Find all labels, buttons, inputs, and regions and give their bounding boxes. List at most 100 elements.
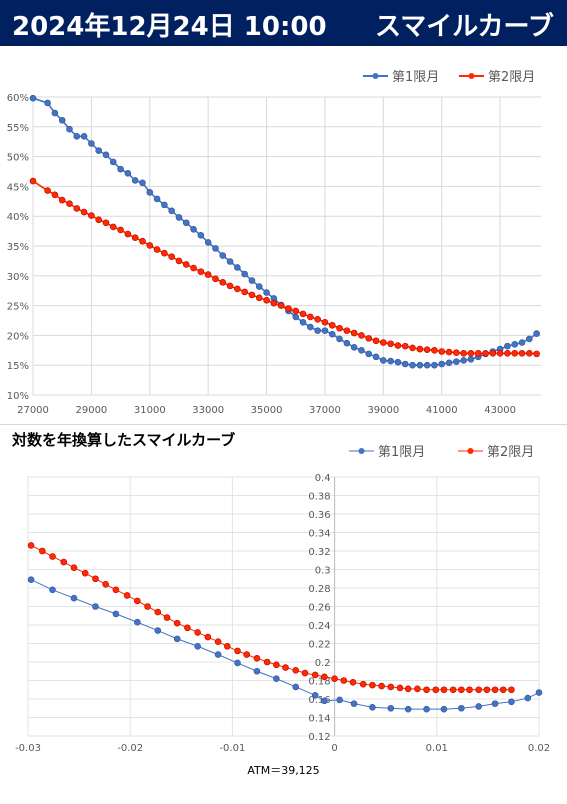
data-point <box>336 696 344 704</box>
data-point <box>321 318 329 326</box>
data-point <box>438 348 446 355</box>
data-point <box>102 581 109 588</box>
data-point <box>182 261 190 268</box>
y-tick-label: 45% <box>7 182 29 193</box>
data-point <box>321 327 329 334</box>
data-point <box>92 575 99 583</box>
data-point <box>241 270 248 278</box>
data-point <box>359 680 367 688</box>
data-point <box>161 249 168 257</box>
data-point <box>396 684 404 692</box>
data-point <box>197 231 205 239</box>
data-point <box>263 658 271 666</box>
data-point <box>394 342 402 349</box>
data-point <box>504 342 511 350</box>
data-point <box>387 340 394 348</box>
data-point <box>489 349 497 357</box>
data-point <box>214 651 222 658</box>
y-tick-label: 30% <box>7 272 29 283</box>
data-point <box>328 321 336 329</box>
data-point <box>438 360 446 368</box>
data-point <box>154 627 162 634</box>
data-point <box>358 332 365 339</box>
x-tick-label: 31000 <box>134 405 166 416</box>
data-point <box>466 686 473 694</box>
series-line <box>32 180 537 355</box>
data-point <box>102 151 110 159</box>
data-point <box>369 704 376 711</box>
data-point <box>175 257 183 265</box>
data-point <box>292 667 300 674</box>
y-tick-label: 15% <box>7 361 29 372</box>
data-point <box>190 264 197 272</box>
data-point <box>234 285 241 293</box>
data-point <box>511 341 519 348</box>
y-tick-label: 0.26 <box>308 603 330 614</box>
data-point <box>212 245 219 252</box>
data-point <box>102 219 110 227</box>
data-point <box>58 196 66 204</box>
data-point <box>453 358 460 365</box>
data-point <box>526 335 533 343</box>
data-point <box>526 349 533 357</box>
data-point <box>219 252 227 259</box>
data-point <box>378 682 385 690</box>
data-point <box>372 337 380 345</box>
data-point <box>131 234 139 241</box>
data-point <box>387 357 394 365</box>
y-tick-label: 0.22 <box>308 640 330 651</box>
data-point <box>343 339 351 347</box>
data-point <box>134 618 141 626</box>
data-point <box>331 675 338 682</box>
data-point <box>163 614 171 621</box>
data-point <box>533 350 540 358</box>
data-point <box>307 313 314 321</box>
data-point <box>109 223 117 231</box>
smile-curve-log-chart: 0.12 0.14 0.16 0.18 0.2 0.22 0.24 0.26 0.28 0.3 0.… <box>15 445 550 777</box>
data-point <box>394 358 402 366</box>
data-point <box>27 542 35 549</box>
data-point <box>458 704 465 712</box>
x-tick-label: 33000 <box>192 405 224 416</box>
data-point <box>423 705 430 713</box>
data-point <box>365 350 373 358</box>
data-point <box>409 344 416 352</box>
data-point <box>321 697 328 705</box>
data-point <box>234 264 241 271</box>
x-tick-label: 37000 <box>309 405 341 416</box>
data-point <box>44 187 51 194</box>
data-point <box>475 703 483 710</box>
data-point <box>51 109 59 117</box>
data-point <box>204 271 212 278</box>
data-point <box>204 633 212 641</box>
series-line <box>32 97 538 367</box>
data-point <box>416 345 424 353</box>
data-point <box>204 239 212 246</box>
data-point <box>109 158 117 166</box>
data-point <box>340 677 348 684</box>
header-datetime: 2024年12月24日 10:00 <box>12 12 327 42</box>
data-point <box>474 349 482 357</box>
data-point <box>146 242 154 249</box>
data-point <box>380 339 387 346</box>
data-point <box>387 704 395 712</box>
y-tick-label: 60% <box>7 93 29 104</box>
chart-panel-strike: 10% 15% 20% 25% 30% 35% 40% 45% 50% 55% 60% 27000 29… <box>0 46 567 425</box>
data-point <box>66 200 73 207</box>
data-point <box>123 592 131 599</box>
data-point <box>307 323 314 331</box>
data-point <box>131 177 139 184</box>
data-point <box>117 165 124 173</box>
data-point <box>88 212 95 219</box>
data-point <box>508 686 515 694</box>
header-banner: 2024年12月24日 10:00 スマイルカーブ <box>0 0 567 46</box>
y-tick-label: 0.16 <box>308 695 330 706</box>
data-point <box>112 610 120 618</box>
data-point <box>372 353 380 361</box>
data-point <box>467 349 475 357</box>
data-point <box>524 694 532 702</box>
y-tick-label: 40% <box>7 212 29 223</box>
x-tick-label: 27000 <box>17 405 49 416</box>
data-point <box>139 237 146 245</box>
data-point <box>226 258 234 265</box>
